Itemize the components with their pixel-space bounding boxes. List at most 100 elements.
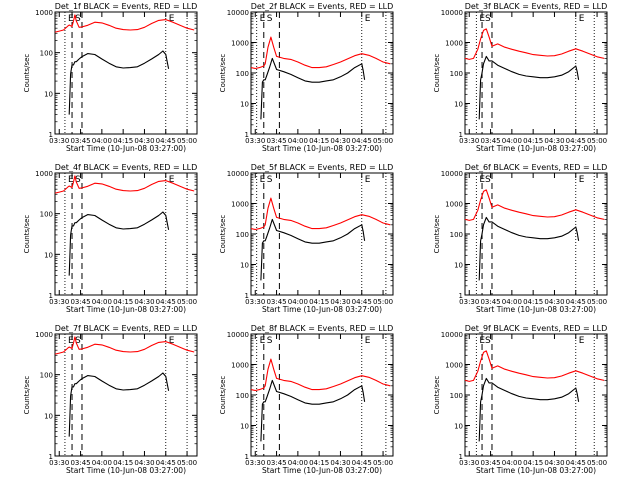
y-axis-label: Counts/sec [433,376,441,415]
x-tick-label: 03:30 [245,459,265,467]
marker-label: E [169,175,175,185]
lld-series-line [250,197,391,231]
events-series-line [68,50,170,115]
marker-label: E [260,175,266,185]
y-tick-label: 1 [49,453,53,461]
x-tick-label: 03:30 [49,137,69,145]
events-series-line [260,57,366,120]
y-tick-label: 100 [450,231,463,239]
marker-label: S [267,336,273,346]
x-tick-label: 04:15 [113,459,133,467]
x-tick-label: 04:45 [352,459,372,467]
y-tick-label: 10000 [227,9,249,17]
x-tick-label: 04:15 [113,298,133,306]
x-tick-label: 04:30 [544,459,564,467]
plot-frame [54,11,198,135]
y-tick-label: 10000 [227,331,249,339]
marker-label: E [579,175,585,185]
plot-frame [250,172,394,296]
y-tick-label: 1000 [231,201,249,209]
y-tick-label: 1000 [231,362,249,370]
x-tick-label: 04:45 [566,459,586,467]
lld-series-line [250,358,391,392]
x-axis-label: Start Time (10-Jun-08 03:27:00) [262,466,382,475]
y-tick-label: 100 [236,231,249,239]
lld-series-line [464,350,605,382]
x-tick-label: 04:30 [134,298,154,306]
x-tick-label: 04:45 [352,298,372,306]
events-series-line [478,377,580,442]
y-tick-label: 1000 [445,362,463,370]
x-tick-label: 03:45 [266,137,286,145]
y-axis-label: Counts/sec [23,376,31,415]
x-tick-label: 05:00 [177,459,197,467]
x-axis-label: Start Time (10-Jun-08 03:27:00) [66,466,186,475]
y-tick-label: 100 [236,70,249,78]
x-tick-label: 03:45 [480,459,500,467]
y-tick-label: 1000 [445,201,463,209]
marker-label: E [479,336,485,346]
x-tick-label: 04:45 [566,298,586,306]
x-tick-label: 03:45 [266,459,286,467]
x-tick-label: 04:30 [544,137,564,145]
y-tick-label: 1 [459,131,463,139]
y-tick-label: 1000 [445,40,463,48]
x-axis-label: Start Time (10-Jun-08 03:27:00) [66,305,186,314]
y-tick-label: 1 [459,292,463,300]
panel-det-9: Det_9f BLACK = Events, RED = LLD 1 10 100 10… [433,324,608,475]
marker-label: E [579,336,585,346]
x-tick-label: 04:15 [113,137,133,145]
panel-det-2: Det_2f BLACK = Events, RED = LLD 1 10 100 10… [219,2,394,153]
panel-det-6: Det_6f BLACK = Events, RED = LLD 1 10 100 10… [433,163,608,314]
y-axis-label: Counts/sec [23,215,31,254]
events-series-line [68,211,170,276]
x-tick-label: 03:45 [480,137,500,145]
x-tick-label: 03:45 [70,298,90,306]
events-series-line [260,218,366,281]
marker-label: E [579,14,585,24]
y-axis-label: Counts/sec [433,215,441,254]
x-tick-label: 04:45 [352,137,372,145]
panel-det-5: Det_5f BLACK = Events, RED = LLD 1 10 100 10… [219,163,394,314]
x-tick-label: 05:00 [177,137,197,145]
marker-label: S [267,175,273,185]
marker-label: E [479,175,485,185]
y-tick-label: 10 [240,101,249,109]
y-tick-label: 1 [245,292,249,300]
y-tick-label: 100 [40,50,53,58]
x-tick-label: 04:30 [134,137,154,145]
x-tick-label: 03:30 [245,298,265,306]
x-tick-label: 04:45 [156,298,176,306]
x-tick-label: 04:30 [134,459,154,467]
x-tick-label: 05:00 [587,459,607,467]
y-tick-label: 10 [44,251,53,259]
lld-series-line [54,14,195,33]
panel-title: Det_9f BLACK = Events, RED = LLD [465,324,608,333]
y-tick-label: 10 [240,262,249,270]
x-tick-label: 05:00 [373,137,393,145]
panel-title: Det_5f BLACK = Events, RED = LLD [251,163,394,172]
y-tick-label: 100 [450,392,463,400]
x-tick-label: 04:45 [156,459,176,467]
x-tick-label: 04:15 [523,137,543,145]
marker-label: E [68,14,74,24]
y-tick-label: 100 [450,70,463,78]
x-tick-label: 03:30 [459,137,479,145]
x-axis-label: Start Time (10-Jun-08 03:27:00) [476,305,596,314]
x-tick-label: 04:15 [309,459,329,467]
marker-label: S [485,336,491,346]
x-tick-label: 05:00 [373,298,393,306]
y-tick-label: 10 [454,101,463,109]
x-tick-label: 03:30 [459,459,479,467]
x-tick-label: 04:00 [502,298,522,306]
panel-det-1: Det_1f BLACK = Events, RED = LLD 1 10 100 10… [23,2,198,153]
x-tick-label: 04:00 [92,137,112,145]
x-tick-label: 03:45 [480,298,500,306]
y-axis-label: Counts/sec [219,54,227,93]
panel-title: Det_4f BLACK = Events, RED = LLD [55,163,198,172]
x-tick-label: 04:15 [523,459,543,467]
panel-det-3: Det_3f BLACK = Events, RED = LLD 1 10 100 10… [433,2,608,153]
marker-label: E [260,336,266,346]
x-tick-label: 04:30 [330,298,350,306]
x-axis-label: Start Time (10-Jun-08 03:27:00) [262,305,382,314]
